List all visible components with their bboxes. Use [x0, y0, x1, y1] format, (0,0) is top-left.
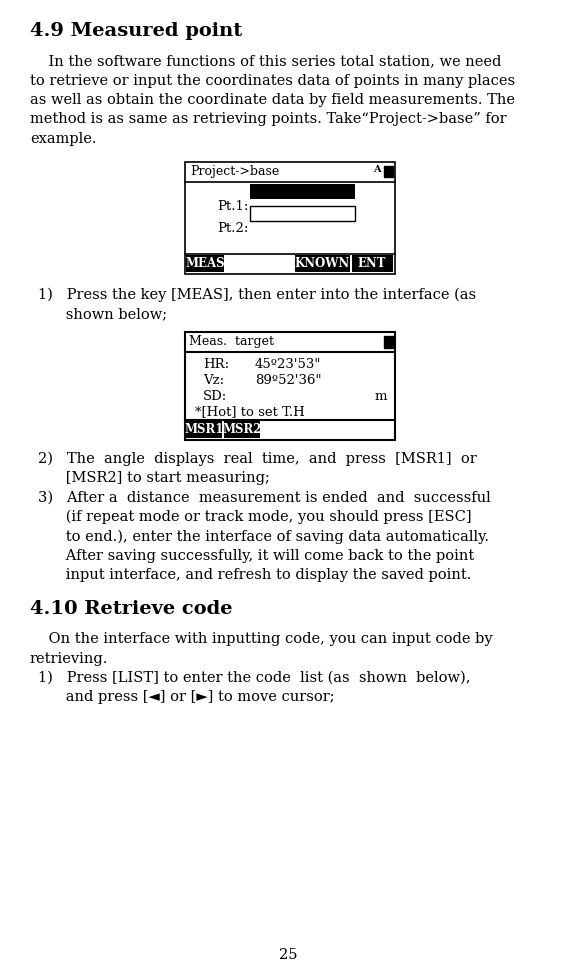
Text: HR:: HR:	[203, 358, 229, 370]
Text: to end.), enter the interface of saving data automatically.: to end.), enter the interface of saving …	[38, 530, 489, 544]
Text: example.: example.	[30, 132, 96, 146]
Text: to retrieve or input the coordinates data of points in many places: to retrieve or input the coordinates dat…	[30, 73, 515, 88]
Text: m: m	[375, 390, 388, 403]
Bar	[185, 161, 395, 274]
Text: In the software functions of this series total station, we need: In the software functions of this series…	[30, 54, 501, 68]
Bar	[295, 254, 350, 272]
Text: On the interface with inputting code, you can input code by: On the interface with inputting code, yo…	[30, 632, 493, 646]
Text: method is as same as retrieving points. Take“Project->base” for: method is as same as retrieving points. …	[30, 112, 507, 126]
Text: shown below;: shown below;	[38, 307, 167, 321]
Bar	[186, 420, 222, 438]
Bar	[384, 335, 393, 348]
Text: MEAS: MEAS	[185, 257, 225, 270]
Text: Pt.1:: Pt.1:	[217, 199, 248, 213]
Text: 4.10 Retrieve code: 4.10 Retrieve code	[30, 600, 233, 618]
Bar	[352, 254, 393, 272]
Bar	[250, 184, 355, 198]
Text: Project->base: Project->base	[190, 164, 279, 178]
Text: MSR2: MSR2	[222, 423, 262, 436]
Text: [MSR2] to start measuring;: [MSR2] to start measuring;	[38, 471, 270, 485]
Text: 1)   Press the key [MEAS], then enter into the interface (as: 1) Press the key [MEAS], then enter into…	[38, 287, 476, 302]
Text: Meas.  target: Meas. target	[189, 334, 274, 348]
Text: A: A	[373, 164, 381, 174]
Text: SD:: SD:	[203, 390, 227, 403]
Text: 3)   After a  distance  measurement is ended  and  successful: 3) After a distance measurement is ended…	[38, 490, 491, 504]
Text: as well as obtain the coordinate data by field measurements. The: as well as obtain the coordinate data by…	[30, 93, 515, 107]
Text: ENT: ENT	[358, 257, 386, 270]
Text: 1)   Press [LIST] to enter the code  list (as  shown  below),: 1) Press [LIST] to enter the code list (…	[38, 671, 470, 685]
Text: 4.9 Measured point: 4.9 Measured point	[30, 22, 242, 40]
Text: Pt.2:: Pt.2:	[217, 222, 248, 234]
Text: After saving successfully, it will come back to the point: After saving successfully, it will come …	[38, 549, 474, 563]
Text: 2)   The  angle  displays  real  time,  and  press  [MSR1]  or: 2) The angle displays real time, and pre…	[38, 451, 477, 466]
Bar	[384, 165, 393, 177]
Text: KNOWN: KNOWN	[294, 257, 350, 270]
Text: Vz:: Vz:	[203, 373, 224, 387]
Bar	[250, 205, 355, 221]
Text: retrieving.: retrieving.	[30, 652, 108, 665]
Text: 25: 25	[279, 948, 298, 962]
Text: input interface, and refresh to display the saved point.: input interface, and refresh to display …	[38, 569, 471, 582]
Text: *[Hot] to set T.H: *[Hot] to set T.H	[195, 405, 305, 418]
Bar	[224, 420, 260, 438]
Bar	[185, 331, 395, 440]
Text: 89º52'36": 89º52'36"	[255, 373, 321, 387]
Bar	[186, 254, 224, 272]
Text: MSR1: MSR1	[184, 423, 224, 436]
Text: 45º23'53": 45º23'53"	[255, 358, 321, 370]
Text: (if repeat mode or track mode, you should press [ESC]: (if repeat mode or track mode, you shoul…	[38, 510, 471, 525]
Text: and press [◄] or [►] to move cursor;: and press [◄] or [►] to move cursor;	[38, 691, 335, 704]
